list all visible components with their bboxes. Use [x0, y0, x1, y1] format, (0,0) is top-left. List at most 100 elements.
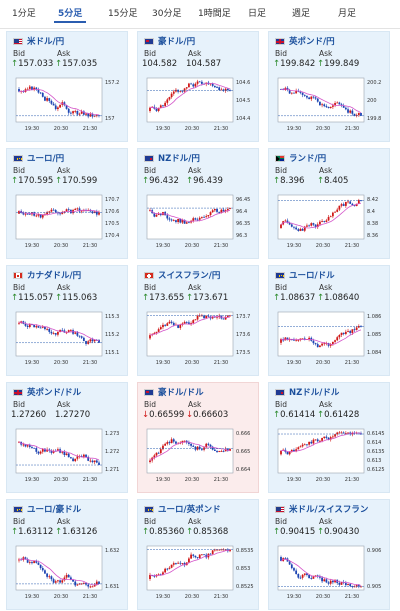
currency-card[interactable]: 英ポンド/円 Bid Ask ↑199.842 ↑199.849 200.2 200 199.…: [268, 31, 390, 142]
pair-title[interactable]: NZドル/円: [158, 154, 200, 164]
ask-value: ↑8.405: [317, 176, 348, 186]
tab-2[interactable]: 15分足: [108, 6, 137, 19]
currency-card[interactable]: カナダドル/円 Bid Ask ↑115.057 ↑115.063 115.3 115.2 1…: [6, 265, 128, 376]
tab-0[interactable]: 1分足: [12, 6, 36, 19]
candle-body: [355, 584, 358, 587]
candle-body: [166, 442, 169, 444]
candle-body: [190, 323, 192, 324]
ask-label: Ask: [319, 166, 333, 175]
candle-body: [74, 208, 77, 210]
candle-body: [185, 222, 188, 224]
candle-body: [157, 107, 160, 111]
y-axis-tick-label: 1.632: [105, 548, 119, 554]
y-axis-tick-label: 0.8535: [236, 548, 254, 554]
candle-body: [280, 450, 282, 455]
pair-title[interactable]: ユーロ/円: [27, 154, 65, 164]
moving-average-line: [280, 202, 362, 229]
pair-title[interactable]: カナダドル/円: [27, 271, 82, 281]
candle-body: [334, 103, 336, 106]
candle-body: [155, 331, 158, 333]
currency-card[interactable]: NZドル/円 Bid Ask ↑96.432 ↑96.439 96.45 96.4 96.35…: [137, 148, 259, 259]
y-axis-tick-label: 104.5: [236, 98, 250, 104]
candle-body: [314, 224, 317, 228]
bid-price: 157.033: [18, 59, 54, 69]
candle-body: [181, 90, 184, 92]
pair-title[interactable]: ユーロ/豪ドル: [27, 505, 82, 515]
pair-title[interactable]: 米ドル/円: [27, 37, 65, 47]
candle-body: [67, 209, 70, 211]
tab-7[interactable]: 月足: [338, 6, 356, 19]
candle-body: [288, 89, 291, 94]
tab-3[interactable]: 30分足: [152, 6, 181, 19]
bid-price: 170.595: [18, 176, 54, 186]
chart-svg: 0.906 0.905 19:30 20:30 21:30: [277, 545, 381, 600]
y-axis-tick-label: 157: [105, 116, 115, 122]
currency-card[interactable]: 米ドル/スイスフラン Bid Ask ↑0.90415 ↑0.90430 0.906 0.9…: [268, 499, 390, 610]
timeframe-tabs: 1分足 5分足 15分足 30分足 1時間足 日足 週足 月足: [0, 0, 400, 29]
pair-title[interactable]: NZドル/ドル: [289, 388, 340, 398]
ask-price: 0.85368: [193, 527, 229, 537]
pair-title[interactable]: 英ポンド/円: [289, 37, 335, 47]
pair-title[interactable]: スイスフラン/円: [158, 271, 221, 281]
chart-svg: 170.7 170.6 170.5 170.4 19:30 20:30 21:30: [15, 194, 119, 249]
candle-body: [59, 213, 61, 215]
candle-body: [149, 107, 151, 111]
bid-label: Bid: [144, 517, 156, 526]
candle-body: [188, 83, 190, 88]
up-arrow-icon: ↑: [11, 176, 19, 186]
candle-body: [299, 446, 302, 448]
up-arrow-icon: ↑: [186, 527, 194, 537]
plot-frame: [15, 77, 103, 123]
currency-card[interactable]: 米ドル/円 Bid Ask ↑157.033 ↑157.035 157.2 157 19:30…: [6, 31, 128, 142]
candle-body: [353, 586, 356, 588]
tab-4[interactable]: 1時間足: [198, 6, 231, 19]
currency-card[interactable]: スイスフラン/円 Bid Ask ↑173.655 ↑173.671 173.7 173.6…: [137, 265, 259, 376]
bid-price: 8.396: [280, 176, 305, 186]
ask-price: 1.63126: [62, 527, 98, 537]
flag-za-icon: [275, 155, 285, 162]
candle-body: [168, 442, 171, 444]
pair-title[interactable]: ユーロ/ドル: [289, 271, 335, 281]
pair-title[interactable]: 英ポンド/ドル: [27, 388, 82, 398]
candle-body: [155, 452, 158, 456]
tab-5[interactable]: 日足: [248, 6, 266, 19]
candle-body: [331, 105, 334, 107]
tab-1[interactable]: 5分足: [54, 6, 87, 23]
currency-card[interactable]: 豪ドル/ドル Bid Ask ↓0.66599 ↓0.66603 0.666 0.665 0.…: [137, 382, 259, 493]
pair-title[interactable]: ユーロ/英ポンド: [158, 505, 221, 515]
currency-card[interactable]: 豪ドル/円 Bid Ask 104.582 104.587 104.6 104.5 104.4…: [137, 31, 259, 142]
candle-body: [172, 322, 175, 326]
candle-body: [211, 210, 214, 213]
candle-body: [46, 98, 49, 101]
pair-title[interactable]: 豪ドル/円: [158, 37, 196, 47]
currency-card[interactable]: ユーロ/ドル Bid Ask ↑1.08637 ↑1.08640 1.086 1.085 1.…: [268, 265, 390, 376]
candle-body: [31, 562, 33, 564]
currency-card[interactable]: 英ポンド/ドル Bid Ask 1.27260 1.27270 1.273 1.272 1.2…: [6, 382, 128, 493]
candle-body: [357, 584, 360, 587]
moving-average-line: [149, 209, 231, 222]
candle-body: [308, 574, 311, 579]
up-arrow-icon: ↑: [273, 59, 281, 69]
candle-body: [308, 441, 311, 445]
pair-title[interactable]: 豪ドル/ドル: [158, 388, 204, 398]
ask-label: Ask: [188, 517, 202, 526]
currency-card[interactable]: ユーロ/円 Bid Ask ↑170.595 ↑170.599 170.7 170.6 170…: [6, 148, 128, 259]
candle-body: [54, 210, 57, 213]
candle-body: [74, 110, 77, 112]
currency-card[interactable]: NZドル/ドル Bid Ask ↑0.61414 ↑0.61428 0.6145 0.614…: [268, 382, 390, 493]
tab-6[interactable]: 週足: [292, 6, 310, 19]
pair-title[interactable]: ランド/円: [289, 154, 327, 164]
candle-body: [85, 454, 87, 457]
currency-card[interactable]: ユーロ/豪ドル Bid Ask ↑1.63112 ↑1.63126 1.632 1.631 1…: [6, 499, 128, 610]
candle-body: [65, 574, 68, 578]
x-axis-tick-label: 21:30: [214, 243, 228, 249]
candle-body: [48, 576, 51, 578]
pair-title[interactable]: 米ドル/スイスフラン: [289, 505, 369, 515]
candle-body: [310, 578, 313, 579]
candle-body: [355, 203, 358, 207]
candle-body: [288, 222, 291, 225]
candle-body: [344, 331, 347, 334]
currency-card[interactable]: ユーロ/英ポンド Bid Ask ↑0.85360 ↑0.85368 0.8535 0.85…: [137, 499, 259, 610]
currency-card[interactable]: ランド/円 Bid Ask ↑8.396 ↑8.405 8.42 8.4 8.38 8.36 19…: [268, 148, 390, 259]
candle-body: [310, 441, 313, 444]
